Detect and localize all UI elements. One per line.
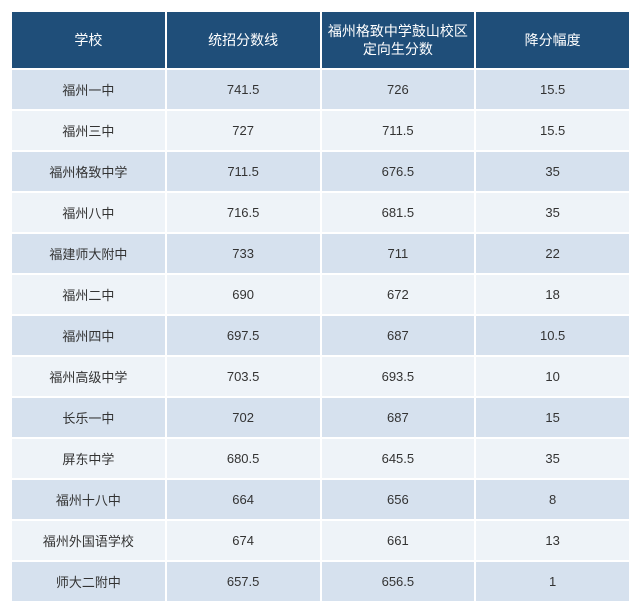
table-cell: 福州三中 xyxy=(12,111,165,150)
table-cell: 711.5 xyxy=(322,111,475,150)
table-cell: 福建师大附中 xyxy=(12,234,165,273)
table-cell: 福州一中 xyxy=(12,70,165,109)
table-cell: 22 xyxy=(476,234,629,273)
table-cell: 687 xyxy=(322,316,475,355)
table-body: 福州一中741.572615.5福州三中727711.515.5福州格致中学71… xyxy=(12,70,629,601)
table-cell: 福州四中 xyxy=(12,316,165,355)
table-row: 福州二中69067218 xyxy=(12,275,629,314)
table-cell: 657.5 xyxy=(167,562,320,601)
table-row: 屏东中学680.5645.535 xyxy=(12,439,629,478)
col-header-school: 学校 xyxy=(12,12,165,68)
table-cell: 664 xyxy=(167,480,320,519)
table-cell: 681.5 xyxy=(322,193,475,232)
table-cell: 711.5 xyxy=(167,152,320,191)
table-cell: 693.5 xyxy=(322,357,475,396)
col-header-target: 福州格致中学鼓山校区定向生分数 xyxy=(322,12,475,68)
table-cell: 福州格致中学 xyxy=(12,152,165,191)
table-cell: 741.5 xyxy=(167,70,320,109)
table-row: 福州格致中学711.5676.535 xyxy=(12,152,629,191)
table-cell: 687 xyxy=(322,398,475,437)
table-cell: 690 xyxy=(167,275,320,314)
table-cell: 10.5 xyxy=(476,316,629,355)
table-row: 福州外国语学校67466113 xyxy=(12,521,629,560)
table-cell: 福州八中 xyxy=(12,193,165,232)
table-cell: 35 xyxy=(476,152,629,191)
table-cell: 福州高级中学 xyxy=(12,357,165,396)
table-cell: 15.5 xyxy=(476,70,629,109)
table-cell: 15.5 xyxy=(476,111,629,150)
table-cell: 674 xyxy=(167,521,320,560)
table-cell: 697.5 xyxy=(167,316,320,355)
table-cell: 680.5 xyxy=(167,439,320,478)
table-cell: 1 xyxy=(476,562,629,601)
table-cell: 702 xyxy=(167,398,320,437)
table-cell: 8 xyxy=(476,480,629,519)
table-cell: 727 xyxy=(167,111,320,150)
table-row: 福州一中741.572615.5 xyxy=(12,70,629,109)
table-row: 福州十八中6646568 xyxy=(12,480,629,519)
table-cell: 10 xyxy=(476,357,629,396)
table-cell: 屏东中学 xyxy=(12,439,165,478)
table-row: 长乐一中70268715 xyxy=(12,398,629,437)
table-cell: 656 xyxy=(322,480,475,519)
header-row: 学校 统招分数线 福州格致中学鼓山校区定向生分数 降分幅度 xyxy=(12,12,629,68)
table-cell: 645.5 xyxy=(322,439,475,478)
table-row: 福州四中697.568710.5 xyxy=(12,316,629,355)
table-cell: 师大二附中 xyxy=(12,562,165,601)
table-cell: 676.5 xyxy=(322,152,475,191)
table-cell: 656.5 xyxy=(322,562,475,601)
table-cell: 733 xyxy=(167,234,320,273)
table-cell: 703.5 xyxy=(167,357,320,396)
table-cell: 35 xyxy=(476,439,629,478)
table-cell: 711 xyxy=(322,234,475,273)
table-cell: 716.5 xyxy=(167,193,320,232)
table-cell: 661 xyxy=(322,521,475,560)
table-row: 福州三中727711.515.5 xyxy=(12,111,629,150)
table-cell: 福州十八中 xyxy=(12,480,165,519)
table-cell: 长乐一中 xyxy=(12,398,165,437)
table-cell: 18 xyxy=(476,275,629,314)
table-row: 师大二附中657.5656.51 xyxy=(12,562,629,601)
table-cell: 13 xyxy=(476,521,629,560)
table-cell: 672 xyxy=(322,275,475,314)
col-header-drop: 降分幅度 xyxy=(476,12,629,68)
table-row: 福州八中716.5681.535 xyxy=(12,193,629,232)
table-cell: 35 xyxy=(476,193,629,232)
table-cell: 福州二中 xyxy=(12,275,165,314)
table-cell: 福州外国语学校 xyxy=(12,521,165,560)
table-cell: 726 xyxy=(322,70,475,109)
col-header-score: 统招分数线 xyxy=(167,12,320,68)
table-row: 福建师大附中73371122 xyxy=(12,234,629,273)
table-row: 福州高级中学703.5693.510 xyxy=(12,357,629,396)
score-table: 学校 统招分数线 福州格致中学鼓山校区定向生分数 降分幅度 福州一中741.57… xyxy=(10,10,631,603)
table-cell: 15 xyxy=(476,398,629,437)
